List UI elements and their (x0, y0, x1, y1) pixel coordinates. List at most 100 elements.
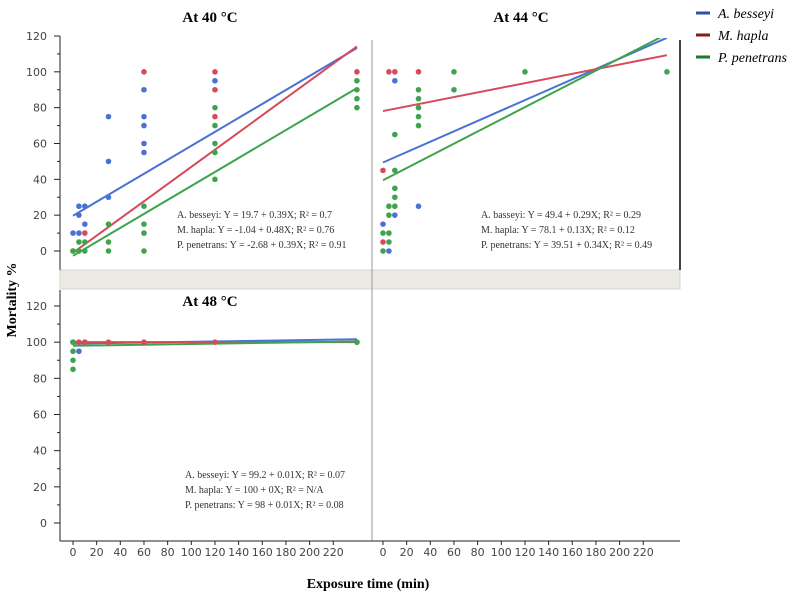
legend-label-m-hapla: M. hapla (717, 29, 769, 44)
data-point-m-hapla (354, 69, 360, 75)
equation: P. penetrans: Y = 98 + 0.01X; R² = 0.08 (185, 500, 344, 511)
data-point-p-penetrans (380, 248, 386, 254)
x-tick-label: 140 (538, 546, 559, 559)
data-point-a-besseyi (105, 194, 112, 201)
x-tick-label: 140 (228, 546, 249, 559)
equation: M. hapla: Y = 100 + 0X; R² = N/A (185, 485, 324, 496)
x-tick-label: 200 (299, 546, 320, 559)
x-tick-label: 60 (447, 546, 461, 559)
x-tick-label: 220 (633, 546, 654, 559)
data-point-m-hapla (141, 339, 147, 345)
data-point-p-penetrans (415, 95, 422, 102)
x-axis-label: Exposure time (min) (307, 577, 430, 592)
x-tick-label: 40 (423, 546, 437, 559)
data-point-m-hapla (105, 339, 112, 345)
y-tick-label: 40 (33, 173, 47, 186)
y-tick-label: 60 (33, 409, 47, 422)
data-point-a-besseyi (82, 203, 88, 210)
data-point-p-penetrans (392, 167, 398, 174)
data-point-a-besseyi (141, 113, 147, 120)
data-point-a-besseyi (141, 122, 147, 129)
data-point-m-hapla (212, 86, 218, 93)
data-point-p-penetrans (141, 203, 147, 210)
data-point-p-penetrans (354, 339, 360, 345)
y-tick-label: 100 (26, 66, 47, 79)
data-point-m-hapla (380, 239, 386, 245)
data-point-p-penetrans (392, 131, 398, 138)
equations-40: A. besseyi: Y = 19.7 + 0.39X; R² = 0.7 M… (177, 210, 346, 251)
x-tick-label: 100 (181, 546, 202, 559)
data-point-p-penetrans (386, 239, 392, 245)
equation: M. hapla: Y = 78.1 + 0.13X; R² = 0.12 (481, 225, 635, 236)
data-point-p-penetrans (415, 86, 422, 93)
data-point-p-penetrans (664, 69, 670, 75)
data-point-m-hapla (212, 69, 218, 75)
x-tick-label: 20 (400, 546, 414, 559)
data-point-p-penetrans (141, 230, 147, 236)
y-tick-label: 60 (33, 138, 47, 151)
data-point-a-besseyi (141, 86, 147, 93)
regression-line-p-penetrans (382, 38, 662, 182)
data-point-p-penetrans (392, 203, 398, 210)
equations-44: A. basseyi: Y = 49.4 + 0.29X; R² = 0.29 … (481, 210, 652, 251)
x-tick-label: 200 (609, 546, 630, 559)
data-point-p-penetrans (380, 230, 386, 236)
data-point-p-penetrans (415, 122, 422, 129)
equation: P. penetrans: Y = -2.68 + 0.39X; R² = 0.… (177, 240, 346, 251)
data-point-p-penetrans (415, 104, 422, 111)
data-point-a-besseyi (212, 77, 218, 84)
data-point-p-penetrans (76, 248, 82, 254)
data-point-a-besseyi (76, 212, 82, 218)
equation: P. penetrans: Y = 39.51 + 0.34X; R² = 0.… (481, 240, 652, 251)
data-point-p-penetrans (392, 185, 398, 192)
data-point-p-penetrans (212, 104, 218, 111)
data-point-p-penetrans (522, 69, 528, 75)
data-point-p-penetrans (386, 203, 392, 210)
equations-48: A. besseyi: Y = 99.2 + 0.01X; R² = 0.07 … (185, 470, 345, 511)
x-tick-label: 160 (562, 546, 583, 559)
panel-title-40: At 40 °C (182, 10, 237, 26)
y-tick-label: 0 (40, 245, 47, 258)
data-point-p-penetrans (451, 86, 457, 93)
data-point-a-besseyi (141, 149, 147, 156)
data-point-p-penetrans (354, 104, 360, 111)
panel-0-plot (70, 45, 360, 257)
x-tick-label: 0 (380, 546, 387, 559)
data-point-p-penetrans (354, 86, 360, 93)
data-point-p-penetrans (82, 248, 88, 254)
equation: A. besseyi: Y = 19.7 + 0.39X; R² = 0.7 (177, 210, 332, 221)
data-point-p-penetrans (141, 248, 147, 254)
data-point-a-besseyi (386, 248, 392, 254)
y-axis-label: Mortality % (5, 262, 20, 337)
panel-title-48: At 48 °C (182, 294, 237, 310)
data-point-p-penetrans (70, 366, 76, 373)
legend-label-a-besseyi: A. besseyi (717, 7, 774, 22)
data-point-m-hapla (386, 69, 392, 75)
x-tick-label: 220 (323, 546, 344, 559)
panel-1-plot (380, 38, 670, 254)
data-point-m-hapla (76, 339, 82, 345)
data-point-a-besseyi (105, 113, 112, 120)
x-tick-label: 180 (275, 546, 296, 559)
x-tick-label: 160 (252, 546, 273, 559)
data-point-p-penetrans (212, 122, 218, 129)
y-tick-label: 20 (33, 209, 47, 222)
equation: M. hapla: Y = -1.04 + 0.48X; R² = 0.76 (177, 225, 334, 236)
y-tick-label: 80 (33, 372, 47, 385)
data-point-a-besseyi (76, 348, 82, 355)
data-point-a-besseyi (82, 221, 88, 227)
y-tick-label: 40 (33, 445, 47, 458)
regression-line-a-besseyi (72, 47, 358, 217)
equation: A. basseyi: Y = 49.4 + 0.29X; R² = 0.29 (481, 210, 641, 221)
data-point-p-penetrans (212, 140, 218, 147)
equation: A. besseyi: Y = 99.2 + 0.01X; R² = 0.07 (185, 470, 345, 481)
x-tick-label: 120 (514, 546, 535, 559)
data-point-a-besseyi (392, 212, 398, 218)
data-point-p-penetrans (141, 221, 147, 227)
data-point-m-hapla (392, 69, 398, 75)
data-point-a-besseyi (105, 158, 112, 165)
data-point-m-hapla (212, 339, 218, 345)
separator-band (59, 269, 681, 290)
data-point-m-hapla (380, 167, 386, 174)
